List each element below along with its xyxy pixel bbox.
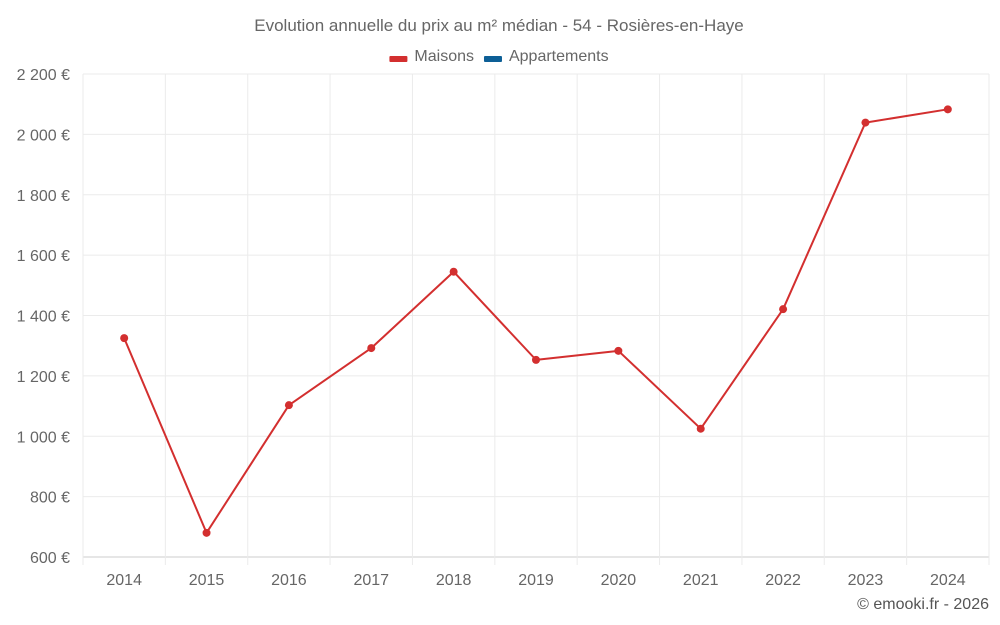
x-tick-label: 2015 — [189, 572, 225, 589]
legend-label: Appartements — [509, 48, 609, 65]
data-point[interactable] — [202, 528, 211, 537]
data-point[interactable] — [284, 401, 293, 410]
legend-label: Maisons — [414, 48, 474, 65]
data-point[interactable] — [943, 105, 952, 114]
legend: Maisons Appartements — [389, 48, 609, 65]
y-tick-label: 800 € — [30, 490, 70, 507]
x-tick-label: 2023 — [848, 572, 884, 589]
data-point[interactable] — [449, 267, 458, 276]
data-point[interactable] — [861, 118, 870, 127]
data-point[interactable] — [696, 424, 705, 433]
chart-title: Evolution annuelle du prix au m² médian … — [254, 16, 743, 35]
x-tick-label: 2020 — [601, 572, 637, 589]
legend-swatch — [389, 56, 408, 62]
x-tick-label: 2019 — [518, 572, 554, 589]
data-point[interactable] — [367, 344, 376, 353]
x-tick-label: 2021 — [683, 572, 719, 589]
y-tick-label: 1 600 € — [17, 248, 70, 265]
series-layer — [120, 105, 952, 537]
legend-swatch — [483, 56, 502, 62]
legend-item-appartements[interactable]: Appartements — [483, 48, 609, 65]
y-tick-label: 2 000 € — [17, 127, 70, 144]
y-tick-label: 2 200 € — [17, 67, 70, 84]
data-point[interactable] — [532, 355, 540, 364]
data-point[interactable] — [779, 305, 788, 314]
x-axis-ticks: 2014 2015 2016 2017 2018 2019 2020 2021 2022 2023… — [106, 572, 965, 589]
y-tick-label: 1 800 € — [17, 188, 70, 205]
x-tick-label: 2024 — [930, 572, 966, 589]
y-tick-label: 1 200 € — [17, 369, 70, 386]
x-tick-label: 2016 — [271, 572, 307, 589]
y-tick-label: 1 000 € — [17, 429, 70, 446]
x-tick-label: 2017 — [353, 572, 389, 589]
x-tick-label: 2018 — [436, 572, 472, 589]
legend-item-maisons[interactable]: Maisons — [389, 48, 474, 65]
credit-text: © emooki.fr - 2026 — [857, 596, 989, 613]
x-tick-label: 2014 — [106, 572, 142, 589]
y-axis-ticks: 600 € 800 € 1 000 € 1 200 € 1 400 € 1 600 € 1 … — [17, 67, 70, 567]
grid-lines — [82, 73, 990, 565]
data-point[interactable] — [614, 346, 623, 355]
y-tick-label: 1 400 € — [17, 309, 70, 326]
x-tick-label: 2022 — [765, 572, 801, 589]
y-tick-label: 600 € — [30, 550, 70, 567]
data-point[interactable] — [120, 334, 129, 343]
